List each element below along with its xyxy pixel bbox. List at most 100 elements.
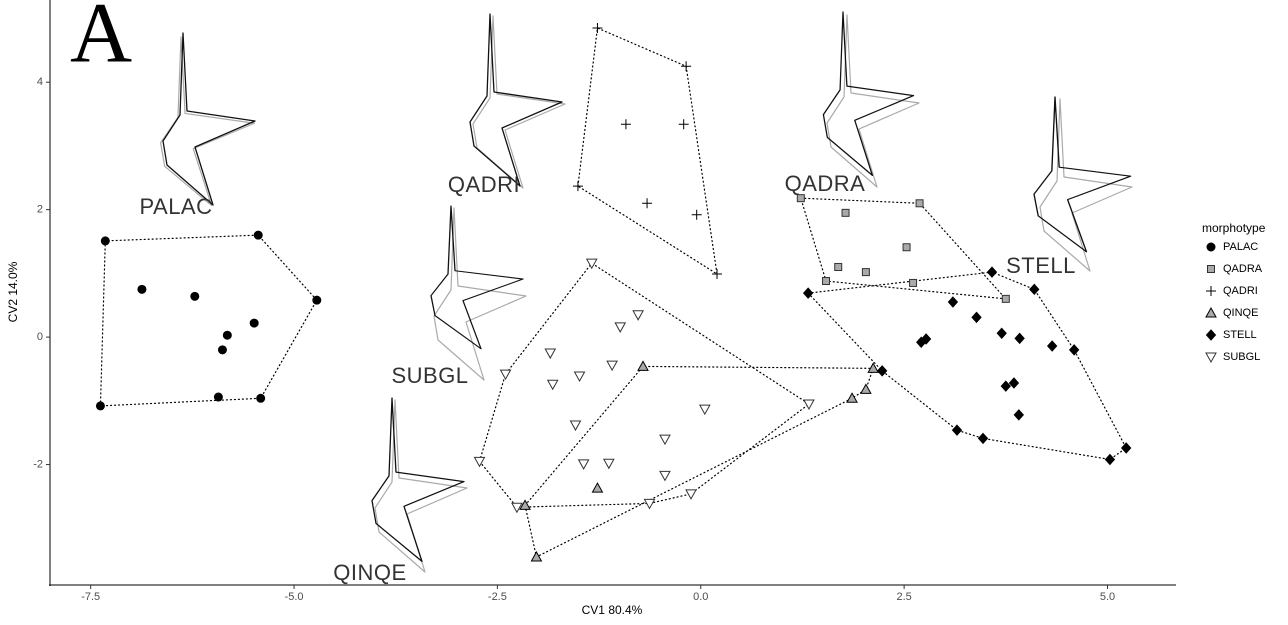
point bbox=[862, 269, 869, 276]
y-tick-label: -2 bbox=[33, 458, 43, 470]
hull bbox=[100, 235, 316, 406]
point bbox=[1009, 378, 1018, 388]
legend-item: QINQE bbox=[1206, 307, 1258, 319]
point bbox=[1207, 330, 1216, 340]
point bbox=[878, 366, 887, 376]
chart: A CV1 80.4% CV2 14.0% morphotype -7.5-5.… bbox=[0, 0, 1288, 620]
point bbox=[548, 380, 558, 389]
point bbox=[501, 370, 511, 379]
legend-item: QADRI bbox=[1206, 285, 1258, 297]
legend-label: STELL bbox=[1223, 329, 1257, 341]
shape-outlines bbox=[161, 12, 1132, 572]
point bbox=[257, 394, 265, 402]
group-annotation: QADRA bbox=[785, 171, 866, 196]
legend-label: QADRA bbox=[1223, 263, 1263, 275]
point bbox=[997, 328, 1006, 338]
legend-label: QADRI bbox=[1223, 285, 1258, 297]
point bbox=[1208, 266, 1215, 273]
point bbox=[1002, 295, 1009, 302]
x-tick-label: 5.0 bbox=[1100, 591, 1115, 603]
point bbox=[604, 459, 614, 468]
point bbox=[531, 552, 541, 561]
point bbox=[972, 312, 981, 322]
point bbox=[223, 331, 231, 339]
y-tick-label: 2 bbox=[37, 204, 43, 216]
point bbox=[579, 460, 589, 469]
x-tick-label: 2.5 bbox=[896, 591, 911, 603]
legend-label: PALAC bbox=[1223, 241, 1258, 253]
x-tick-label: -7.5 bbox=[81, 591, 100, 603]
point bbox=[191, 292, 199, 300]
point bbox=[1001, 381, 1010, 391]
point bbox=[570, 421, 580, 430]
group-annotation: PALAC bbox=[139, 194, 212, 219]
legend-label: QINQE bbox=[1223, 307, 1258, 319]
point bbox=[823, 278, 830, 285]
point bbox=[948, 297, 957, 307]
x-tick-label: -2.5 bbox=[488, 591, 507, 603]
point bbox=[1207, 243, 1215, 251]
point bbox=[607, 361, 617, 370]
point bbox=[250, 319, 258, 327]
point bbox=[712, 269, 722, 279]
y-tick-label: 0 bbox=[37, 331, 43, 343]
x-axis-title: CV1 80.4% bbox=[582, 603, 643, 617]
y-tick-label: 4 bbox=[37, 76, 43, 88]
point bbox=[592, 23, 602, 33]
legend-item: STELL bbox=[1207, 329, 1257, 341]
point bbox=[101, 237, 109, 245]
point bbox=[621, 119, 631, 129]
point bbox=[615, 323, 625, 332]
point bbox=[681, 61, 691, 71]
y-axis-title: CV2 14.0% bbox=[6, 261, 20, 322]
point bbox=[642, 198, 652, 208]
x-tick-label: 0.0 bbox=[693, 591, 708, 603]
point bbox=[987, 267, 996, 277]
point bbox=[910, 279, 917, 286]
legend-title: morphotype bbox=[1202, 221, 1266, 235]
point bbox=[842, 209, 849, 216]
point bbox=[214, 393, 222, 401]
point bbox=[96, 402, 104, 410]
point bbox=[1206, 308, 1216, 317]
legend-item: SUBGL bbox=[1206, 351, 1260, 363]
point bbox=[952, 425, 961, 435]
point bbox=[1048, 341, 1057, 351]
point bbox=[1014, 410, 1023, 420]
point bbox=[1122, 443, 1131, 453]
point bbox=[660, 471, 670, 480]
point bbox=[692, 210, 702, 220]
point bbox=[903, 244, 910, 251]
point bbox=[916, 200, 923, 207]
group-annotation: STELL bbox=[1006, 253, 1076, 278]
point bbox=[861, 384, 871, 393]
panel-label: A bbox=[70, 0, 132, 81]
hull bbox=[808, 272, 1126, 459]
point bbox=[575, 372, 585, 381]
point bbox=[1015, 333, 1024, 343]
legend-label: SUBGL bbox=[1223, 351, 1260, 363]
point bbox=[633, 311, 643, 320]
point bbox=[254, 231, 262, 239]
point bbox=[679, 119, 689, 129]
point bbox=[1070, 345, 1079, 355]
point bbox=[638, 361, 648, 370]
point bbox=[686, 490, 696, 499]
group-annotation: QINQE bbox=[333, 560, 406, 585]
point bbox=[979, 433, 988, 443]
point bbox=[545, 349, 555, 358]
legend-item: PALAC bbox=[1207, 241, 1258, 253]
point bbox=[218, 346, 226, 354]
point bbox=[1206, 286, 1216, 296]
hull bbox=[480, 263, 809, 507]
hull bbox=[578, 28, 717, 274]
group-annotation: SUBGL bbox=[391, 363, 468, 388]
point bbox=[1105, 454, 1114, 464]
point bbox=[1206, 353, 1216, 362]
point bbox=[592, 483, 602, 492]
point bbox=[313, 296, 321, 304]
hull bbox=[525, 366, 873, 557]
point bbox=[804, 400, 814, 409]
point bbox=[587, 259, 597, 268]
point bbox=[835, 264, 842, 271]
